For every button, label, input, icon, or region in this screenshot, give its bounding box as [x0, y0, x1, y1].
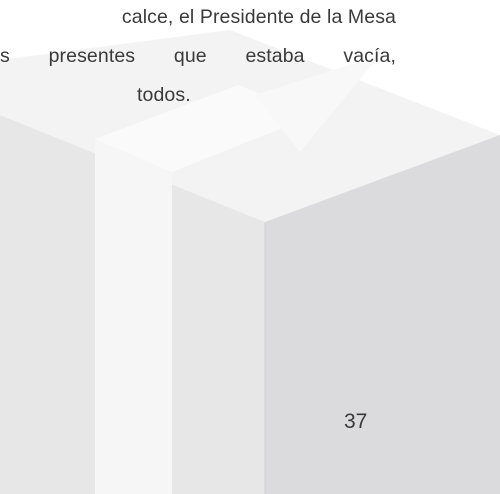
box-right-face — [265, 135, 500, 494]
body-text-line-2: s presentes que estaba vacía, — [0, 45, 396, 67]
body-text-line-1: calce, el Presidente de la Mesa — [121, 6, 396, 28]
box-tape-top — [95, 85, 315, 172]
body-text-line-3: todos. — [137, 84, 191, 106]
page-number: 37 — [344, 410, 368, 433]
box-tape-stripe — [95, 139, 172, 494]
box-arrow-shape — [255, 55, 380, 152]
